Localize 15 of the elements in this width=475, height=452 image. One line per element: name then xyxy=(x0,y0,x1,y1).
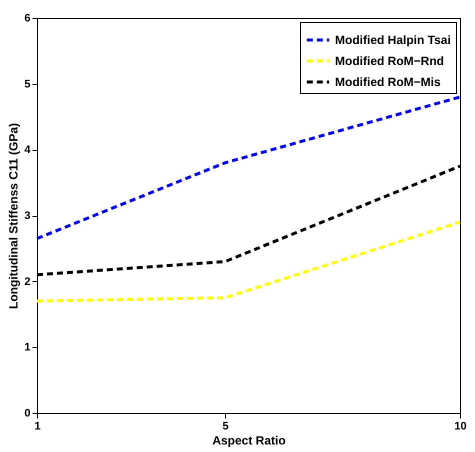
legend-label: Modified Halpin Tsai xyxy=(335,33,451,47)
y-tick-label: 4 xyxy=(24,144,32,156)
x-tick-label: 1 xyxy=(34,420,41,432)
legend-label: Modified RoM−Mis xyxy=(335,75,441,89)
x-axis-title: Aspect Ratio xyxy=(212,434,286,448)
y-tick-label: 0 xyxy=(24,408,30,420)
y-tick-label: 1 xyxy=(24,342,30,354)
y-tick-label: 3 xyxy=(24,210,30,222)
y-tick-label: 6 xyxy=(24,12,30,24)
y-axis-title: Longitudinal Stiffenss C11 (GPa) xyxy=(6,122,20,310)
x-tick-label: 5 xyxy=(222,420,229,432)
x-tick-label: 10 xyxy=(454,420,467,432)
y-tick-label: 2 xyxy=(24,276,30,288)
legend-label: Modified RoM−Rnd xyxy=(335,54,444,68)
y-tick-label: 5 xyxy=(24,78,30,90)
